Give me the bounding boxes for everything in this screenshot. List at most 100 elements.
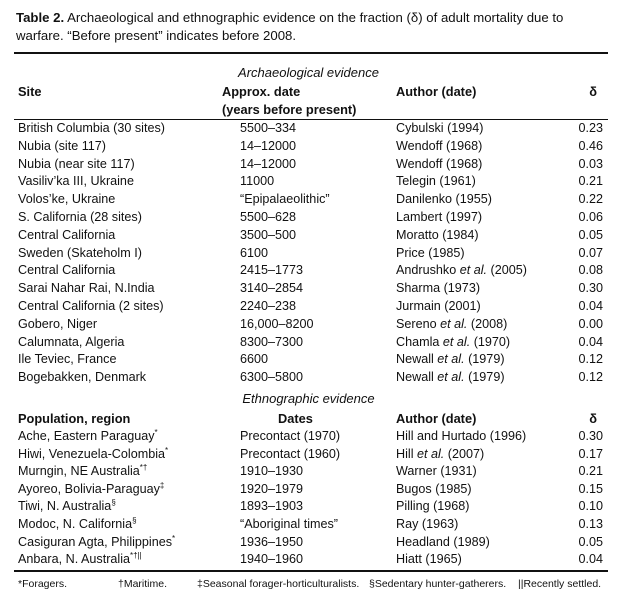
table-row: Nubia (site 117) 14–12000 Wendoff (1968) 0.… — [0, 137, 617, 155]
site-name: Nubia (site 117) — [18, 138, 106, 153]
site-cell: Bogebakken, Denmark — [18, 368, 146, 386]
author-cell: Wendoff (1968) — [396, 155, 482, 173]
site-name: Sarai Nahar Rai, N.India — [18, 281, 155, 296]
table-row: Nubia (near site 117) 14–12000 Wendoff (19… — [0, 155, 617, 173]
author-year: (1970) — [470, 334, 511, 349]
date-cell: Precontact (1960) — [240, 446, 341, 461]
header-date-sub: (years before present) — [222, 102, 357, 117]
ethnographic-header-row: Population, region Dates Author (date) δ — [0, 410, 617, 428]
author-cell: Headland (1989) — [396, 533, 490, 551]
author-cell: Danilenko (1955) — [396, 190, 492, 208]
table-row: Ayoreo, Bolivia-Paraguay‡ 1920–1979 Bugos … — [0, 480, 617, 498]
date-cell: 2240–238 — [240, 299, 297, 313]
site-cell: Vasiliv’ka III, Ukraine — [18, 172, 134, 190]
site-cell: Nubia (near site 117) — [18, 155, 135, 173]
site-name: British Columbia (30 sites) — [18, 121, 165, 135]
delta-cell: 0.07 — [578, 245, 603, 260]
date-cell: 14–12000 — [240, 138, 297, 153]
author-name: Jurmain — [396, 299, 441, 313]
date-cell: 5500–628 — [240, 210, 297, 224]
header-population: Population, region — [18, 411, 131, 426]
author-year: (1985) — [424, 245, 465, 260]
author-cell: Lambert (1997) — [396, 208, 482, 226]
delta-cell: 0.04 — [578, 334, 603, 349]
site-cell: Murngin, NE Australia*† — [18, 462, 147, 480]
author-cell: Cybulski (1994) — [396, 119, 484, 137]
date-cell: 5500–334 — [240, 121, 297, 135]
site-cell: Central California (2 sites) — [18, 297, 164, 315]
author-name: Price — [396, 245, 425, 260]
delta-cell: 0.12 — [578, 370, 603, 385]
table-row: Gobero, Niger 16,000–8200 Sereno et al. (2… — [0, 315, 617, 333]
caption-text: Archaeological and ethnographic evidence… — [16, 10, 564, 43]
author-cell: Andrushko et al. (2005) — [396, 261, 527, 279]
delta-cell: 0.04 — [578, 552, 603, 567]
archaeological-header-rule — [14, 119, 608, 120]
delta-cell: 0.10 — [578, 499, 603, 514]
delta-cell: 0.03 — [578, 156, 603, 171]
header-author: Author (date) — [396, 84, 477, 99]
table-caption: Table 2. Archaeological and ethnographic… — [16, 9, 608, 45]
top-rule — [14, 52, 608, 54]
table-row: Central California (2 sites) 2240–238 Jurm… — [0, 297, 617, 315]
author-cell: Moratto (1984) — [396, 226, 479, 244]
header-delta: δ — [589, 84, 597, 99]
site-cell: Sweden (Skateholm I) — [18, 244, 142, 262]
author-cell: Warner (1931) — [396, 462, 477, 480]
author-year: (1994) — [443, 121, 484, 135]
author-name: Hiatt (1965) — [396, 552, 462, 567]
author-year: (1979) — [464, 370, 505, 385]
date-cell: Precontact (1970) — [240, 429, 341, 443]
delta-cell: 0.05 — [578, 227, 603, 242]
site-cell: Gobero, Niger — [18, 315, 97, 333]
table-row: S. California (28 sites) 5500–628 Lambert … — [0, 208, 617, 226]
header-delta-eth: δ — [589, 411, 597, 426]
author-etal: et al. — [437, 352, 465, 367]
table-row: Central California 3500–500 Moratto (1984)… — [0, 226, 617, 244]
table-row: Bogebakken, Denmark 6300–5800 Newall et al… — [0, 368, 617, 386]
author-year: (2001) — [440, 299, 481, 313]
author-year: (1984) — [438, 227, 479, 242]
archaeological-header-row: Site Approx. date Author (date) δ — [0, 83, 617, 101]
delta-cell: 0.15 — [578, 481, 603, 496]
author-cell: Price (1985) — [396, 244, 465, 262]
site-name: Tiwi, N. Australia — [18, 499, 112, 514]
site-cell: Volos’ke, Ukraine — [18, 190, 115, 208]
site-name: Anbara, N. Australia — [18, 552, 131, 567]
footnote-mark: § — [132, 515, 137, 525]
site-cell: Sarai Nahar Rai, N.India — [18, 279, 155, 297]
site-cell: Nubia (site 117) — [18, 137, 106, 155]
author-name: Cybulski — [396, 121, 444, 135]
date-cell: 6100 — [240, 245, 269, 260]
author-name: Warner (1931) — [396, 464, 477, 479]
site-name: Casiguran Agta, Philippines — [18, 534, 173, 549]
date-cell: “Epipalaeolithic” — [240, 192, 330, 207]
author-cell: Newall et al. (1979) — [396, 350, 505, 368]
table-row: Vasiliv’ka III, Ukraine 11000 Telegin (196… — [0, 172, 617, 190]
author-cell: Hiatt (1965) — [396, 550, 462, 568]
author-name: Hill and Hurtado (1996) — [396, 429, 527, 443]
author-name: Newall — [396, 370, 438, 385]
site-cell: Central California — [18, 261, 115, 279]
author-name: Sharma — [396, 281, 441, 296]
date-cell: “Aboriginal times” — [240, 517, 338, 531]
author-etal: et al. — [437, 370, 465, 385]
delta-cell: 0.04 — [578, 299, 603, 313]
delta-cell: 0.23 — [578, 121, 603, 135]
author-name: Danilenko — [396, 192, 453, 207]
date-cell: 1893–1903 — [240, 499, 304, 514]
author-cell: Sereno et al. (2008) — [396, 315, 507, 333]
site-cell: Central California — [18, 226, 115, 244]
footnote-mark: *†|| — [130, 551, 142, 560]
table-row: Murngin, NE Australia*† 1910–1930 Warner (… — [0, 462, 617, 480]
table-row: Tiwi, N. Australia§ 1893–1903 Pilling (196… — [0, 497, 617, 515]
footnote-mark: ‡ — [159, 480, 165, 490]
table-row: Modoc, N. California§ “Aboriginal times” R… — [0, 515, 617, 533]
author-etal: et al. — [440, 316, 468, 331]
delta-cell: 0.08 — [578, 263, 603, 278]
site-name: Sweden (Skateholm I) — [18, 245, 142, 260]
date-cell: 11000 — [240, 174, 275, 189]
author-year: (1973) — [440, 281, 481, 296]
author-name: Wendoff — [396, 138, 443, 153]
author-etal: et al. — [417, 446, 445, 461]
